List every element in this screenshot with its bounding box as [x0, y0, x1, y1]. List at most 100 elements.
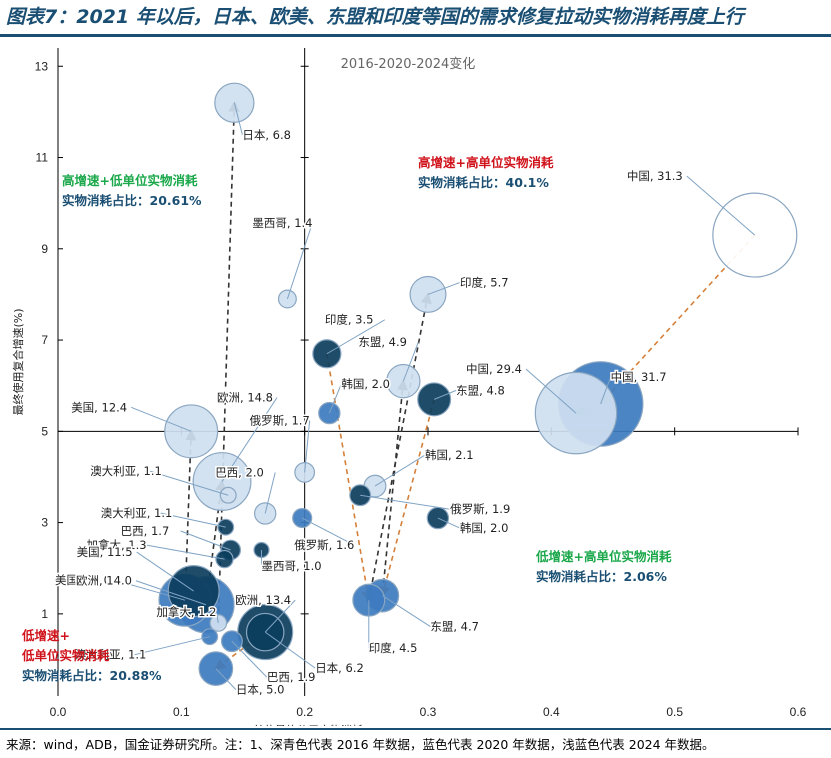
label-leader-line	[264, 472, 276, 514]
label-leader-line	[525, 368, 577, 414]
x-tick-label: 0.1	[173, 705, 190, 719]
label-leader-line	[326, 319, 386, 355]
data-point-label: 日本, 6.8	[242, 128, 291, 142]
y-tick-label: 7	[41, 333, 48, 347]
data-point-label: 澳大利亚, 1.1	[90, 464, 162, 478]
data-point-label: 印度, 4.5	[369, 641, 418, 655]
data-point-label: 巴西, 2.0	[215, 465, 264, 479]
label-leader-line	[146, 544, 225, 560]
data-point-label: 俄罗斯, 1.9	[450, 502, 510, 516]
label-leader-line	[328, 383, 342, 414]
label-leader-line	[264, 599, 296, 633]
data-point-label: 墨西哥, 1.0	[262, 559, 322, 573]
quadrant-note-title-2: 低单位实物消耗	[22, 648, 110, 663]
x-tick-label: 0.0	[50, 705, 67, 719]
scatter-chart: 1357911130.00.10.20.30.40.50.6单位最终使用实物消耗…	[11, 48, 807, 726]
data-point-label: 加拿大, 1.2	[156, 605, 216, 619]
quadrant-note-share: 实物消耗占比：20.61%	[62, 193, 202, 208]
data-point-label: 中国, 31.7	[611, 370, 667, 384]
data-point-bubble	[217, 518, 235, 536]
label-leader-line	[215, 668, 237, 690]
data-point-label: 巴西, 1.9	[267, 670, 316, 684]
label-leader-line	[136, 551, 194, 592]
x-axis-label: 单位最终使用实物消耗	[253, 723, 363, 726]
quadrant-note-share: 实物消耗占比：2.06%	[536, 569, 667, 584]
quadrant-note-top-left: 高增速+低单位实物消耗 实物消耗占比：20.61%	[62, 171, 202, 211]
label-leader-line	[360, 494, 451, 510]
label-leader-line	[180, 530, 231, 551]
data-point-label: 中国, 31.3	[627, 169, 683, 183]
source-note: 来源：wind，ADB，国金证券研究所。注：1、深青色代表 2016 年数据，蓝…	[6, 737, 715, 752]
y-tick-label: 9	[41, 242, 48, 256]
data-point-bubble	[292, 507, 313, 529]
x-tick-label: 0.2	[296, 705, 313, 719]
data-point-label: 澳大利亚, 1.1	[101, 506, 173, 520]
data-point-label: 中国, 29.4	[466, 362, 522, 376]
chart-title: 图表7：2021 年以后，日本、欧美、东盟和印度等国的需求修复拉动实物消耗再度上…	[6, 6, 744, 28]
label-leader-line	[231, 640, 268, 678]
label-leader-line	[150, 470, 229, 496]
data-point-label: 印度, 3.5	[325, 313, 374, 327]
data-point-label: 韩国, 2.0	[341, 377, 390, 391]
y-tick-label: 5	[41, 424, 48, 438]
data-point-label: 墨西哥, 1.4	[252, 216, 312, 230]
data-point-label: 巴西, 1.7	[121, 524, 170, 538]
title-rule	[0, 34, 831, 37]
x-tick-label: 0.5	[666, 705, 683, 719]
trajectory-arrow	[184, 429, 197, 601]
data-point-label: 东盟, 4.7	[430, 620, 479, 634]
quadrant-note-share: 实物消耗占比：20.88%	[22, 668, 162, 683]
data-point-label: 澳大利亚, 1.1	[75, 648, 147, 662]
data-point-label: 欧洲, 14.0	[76, 574, 132, 588]
data-point-label: 欧洲, 14.8	[217, 391, 273, 405]
data-point-label: 欧洲, 13.4	[235, 593, 291, 607]
data-point-label: 日本, 5.0	[236, 683, 285, 697]
label-leader-line	[233, 102, 243, 135]
label-leader-line	[433, 389, 457, 400]
trajectory-arrow	[379, 399, 435, 598]
data-point-label: 加拿大, 1.3	[87, 538, 147, 552]
data-point-label: 日本, 6.2	[315, 661, 364, 675]
quadrant-note-title-1: 低增速+	[22, 628, 70, 643]
data-point-label: 韩国, 2.1	[425, 448, 474, 462]
quadrant-note-bottom-left: 低增速+ 低单位实物消耗 实物消耗占比：20.88%	[22, 626, 162, 686]
label-leader-line	[600, 376, 612, 405]
y-tick-label: 1	[41, 607, 48, 621]
data-point-label: 韩国, 2.0	[460, 521, 509, 535]
trajectory-arrow	[326, 353, 373, 603]
label-leader-line	[286, 222, 313, 300]
trajectory-arrow	[368, 292, 432, 601]
data-point-bubble	[712, 192, 798, 278]
label-leader-line	[134, 636, 210, 656]
label-leader-line	[304, 420, 311, 473]
quadrant-note-title: 高增速+高单位实物消耗	[418, 155, 554, 170]
chart-subtitle: 2016-2020-2024变化	[341, 56, 476, 72]
label-leader-line	[221, 397, 278, 482]
y-tick-label: 13	[35, 59, 49, 73]
label-leader-line	[264, 631, 316, 669]
y-tick-label: 11	[36, 151, 49, 165]
label-leader-line	[135, 580, 207, 606]
label-leader-line	[114, 579, 186, 601]
data-point-label: 东盟, 4.9	[358, 335, 407, 349]
label-leader-line	[131, 406, 192, 432]
footer-rule	[0, 728, 831, 730]
label-leader-line	[215, 611, 219, 624]
label-leader-line	[402, 341, 419, 382]
data-point-label: 俄罗斯, 1.7	[250, 413, 310, 427]
trajectory-arrow	[217, 100, 240, 624]
quadrant-note-share: 实物消耗占比：40.1%	[418, 175, 549, 190]
data-point-label: 俄罗斯, 1.6	[294, 538, 354, 552]
data-point-label: 美国, 12.0	[55, 573, 111, 587]
label-leader-line	[437, 517, 461, 529]
x-tick-label: 0.3	[420, 705, 437, 719]
quadrant-note-title: 低增速+高单位实物消耗	[536, 549, 672, 564]
quadrant-note-top-right: 高增速+高单位实物消耗 实物消耗占比：40.1%	[418, 153, 553, 193]
data-point-label: 印度, 5.7	[460, 275, 509, 289]
labels-layer: 日本, 6.8 墨西哥, 1.4 美国, 12.4 欧洲, 14.8 俄罗斯, 1.7 巴…	[54, 102, 756, 698]
label-leader-line	[427, 281, 461, 295]
label-leader-line	[382, 595, 431, 628]
x-tick-label: 0.4	[543, 705, 560, 719]
y-tick-label: 3	[41, 516, 48, 530]
label-leader-line	[160, 512, 226, 528]
